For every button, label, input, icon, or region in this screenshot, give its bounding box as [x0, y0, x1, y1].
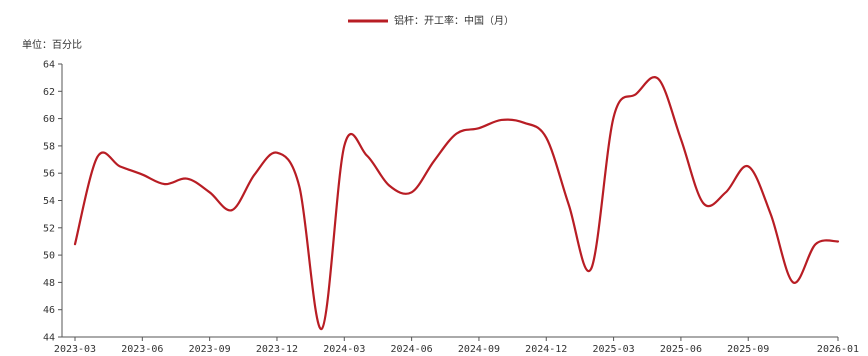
x-tick-label: 2024-12	[525, 344, 567, 355]
y-tick-label: 46	[43, 305, 55, 316]
y-tick-label: 56	[43, 169, 55, 180]
legend: 铝杆：开工率：中国（月）	[348, 14, 514, 27]
y-tick-label: 62	[43, 87, 55, 98]
x-tick-label: 2025-06	[660, 344, 702, 355]
y-axis: 44 46 48 50 52 54 56 58 60 62 64	[43, 60, 63, 344]
x-tick-label: 2023-03	[54, 344, 96, 355]
y-tick-label: 50	[43, 251, 55, 262]
x-tick-label: 2026-01	[817, 344, 859, 355]
x-tick-label: 2024-09	[458, 344, 500, 355]
legend-label: 铝杆：开工率：中国（月）	[394, 14, 514, 27]
series-line	[73, 76, 840, 330]
y-tick-label: 60	[43, 114, 55, 125]
y-tick-label: 52	[43, 223, 55, 234]
x-tick-label: 2023-12	[256, 344, 298, 355]
x-tick-label: 2025-09	[727, 344, 769, 355]
y-tick-label: 54	[43, 196, 55, 207]
x-tick-label: 2024-06	[391, 344, 433, 355]
y-tick-label: 44	[43, 333, 55, 344]
unit-label: 单位：百分比	[22, 38, 82, 51]
x-tick-label: 2023-09	[189, 344, 231, 355]
x-tick-label: 2024-03	[323, 344, 365, 355]
x-axis: 2023-03 2023-06 2023-09 2023-12 2024-03 2024-…	[54, 336, 859, 355]
x-tick-label: 2025-03	[593, 344, 635, 355]
x-tick-label: 2023-06	[121, 344, 163, 355]
y-tick-label: 48	[43, 278, 55, 289]
y-tick-label: 58	[43, 141, 55, 152]
y-tick-label: 64	[43, 60, 55, 71]
